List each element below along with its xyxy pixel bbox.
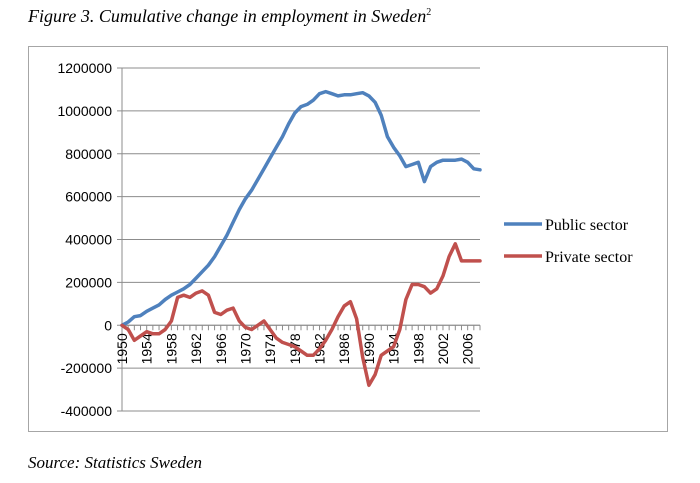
x-tick-label: 1970 bbox=[237, 333, 253, 364]
x-tick-label: 1950 bbox=[114, 333, 130, 364]
series-line-private-sector bbox=[120, 242, 482, 388]
legend-label: Public sector bbox=[545, 217, 629, 234]
caption-footnote-marker: 2 bbox=[426, 7, 432, 18]
x-tick-label: 1958 bbox=[163, 333, 179, 364]
y-tick-label: 200000 bbox=[65, 274, 112, 290]
y-tick-label: 1000000 bbox=[57, 103, 112, 119]
y-tick-label: -400000 bbox=[61, 403, 113, 419]
x-tick-label: 1990 bbox=[361, 333, 377, 364]
y-tick-label: 400000 bbox=[65, 232, 112, 248]
y-tick-label: 800000 bbox=[65, 146, 112, 162]
y-tick-label: 0 bbox=[104, 317, 112, 333]
figure-caption: Figure 3. Cumulative change in employmen… bbox=[28, 6, 431, 27]
x-tick-label: 1962 bbox=[188, 333, 204, 364]
series-line-public-sector bbox=[120, 89, 482, 328]
y-tick-label: 600000 bbox=[65, 189, 112, 205]
legend-label: Private sector bbox=[545, 249, 633, 266]
x-tick-label: 1986 bbox=[336, 333, 352, 364]
caption-text: Figure 3. Cumulative change in employmen… bbox=[28, 6, 427, 26]
x-tick-label: 1974 bbox=[262, 333, 278, 364]
y-tick-label: -200000 bbox=[61, 360, 113, 376]
x-tick-label: 1954 bbox=[139, 333, 155, 364]
x-tick-label: 1966 bbox=[213, 333, 229, 364]
source-note: Source: Statistics Sweden bbox=[28, 453, 203, 472]
x-tick-label: 2002 bbox=[435, 333, 451, 364]
x-tick-label: 1998 bbox=[410, 333, 426, 364]
y-tick-label: 1200000 bbox=[57, 60, 112, 76]
x-tick-label: 2006 bbox=[460, 333, 476, 364]
